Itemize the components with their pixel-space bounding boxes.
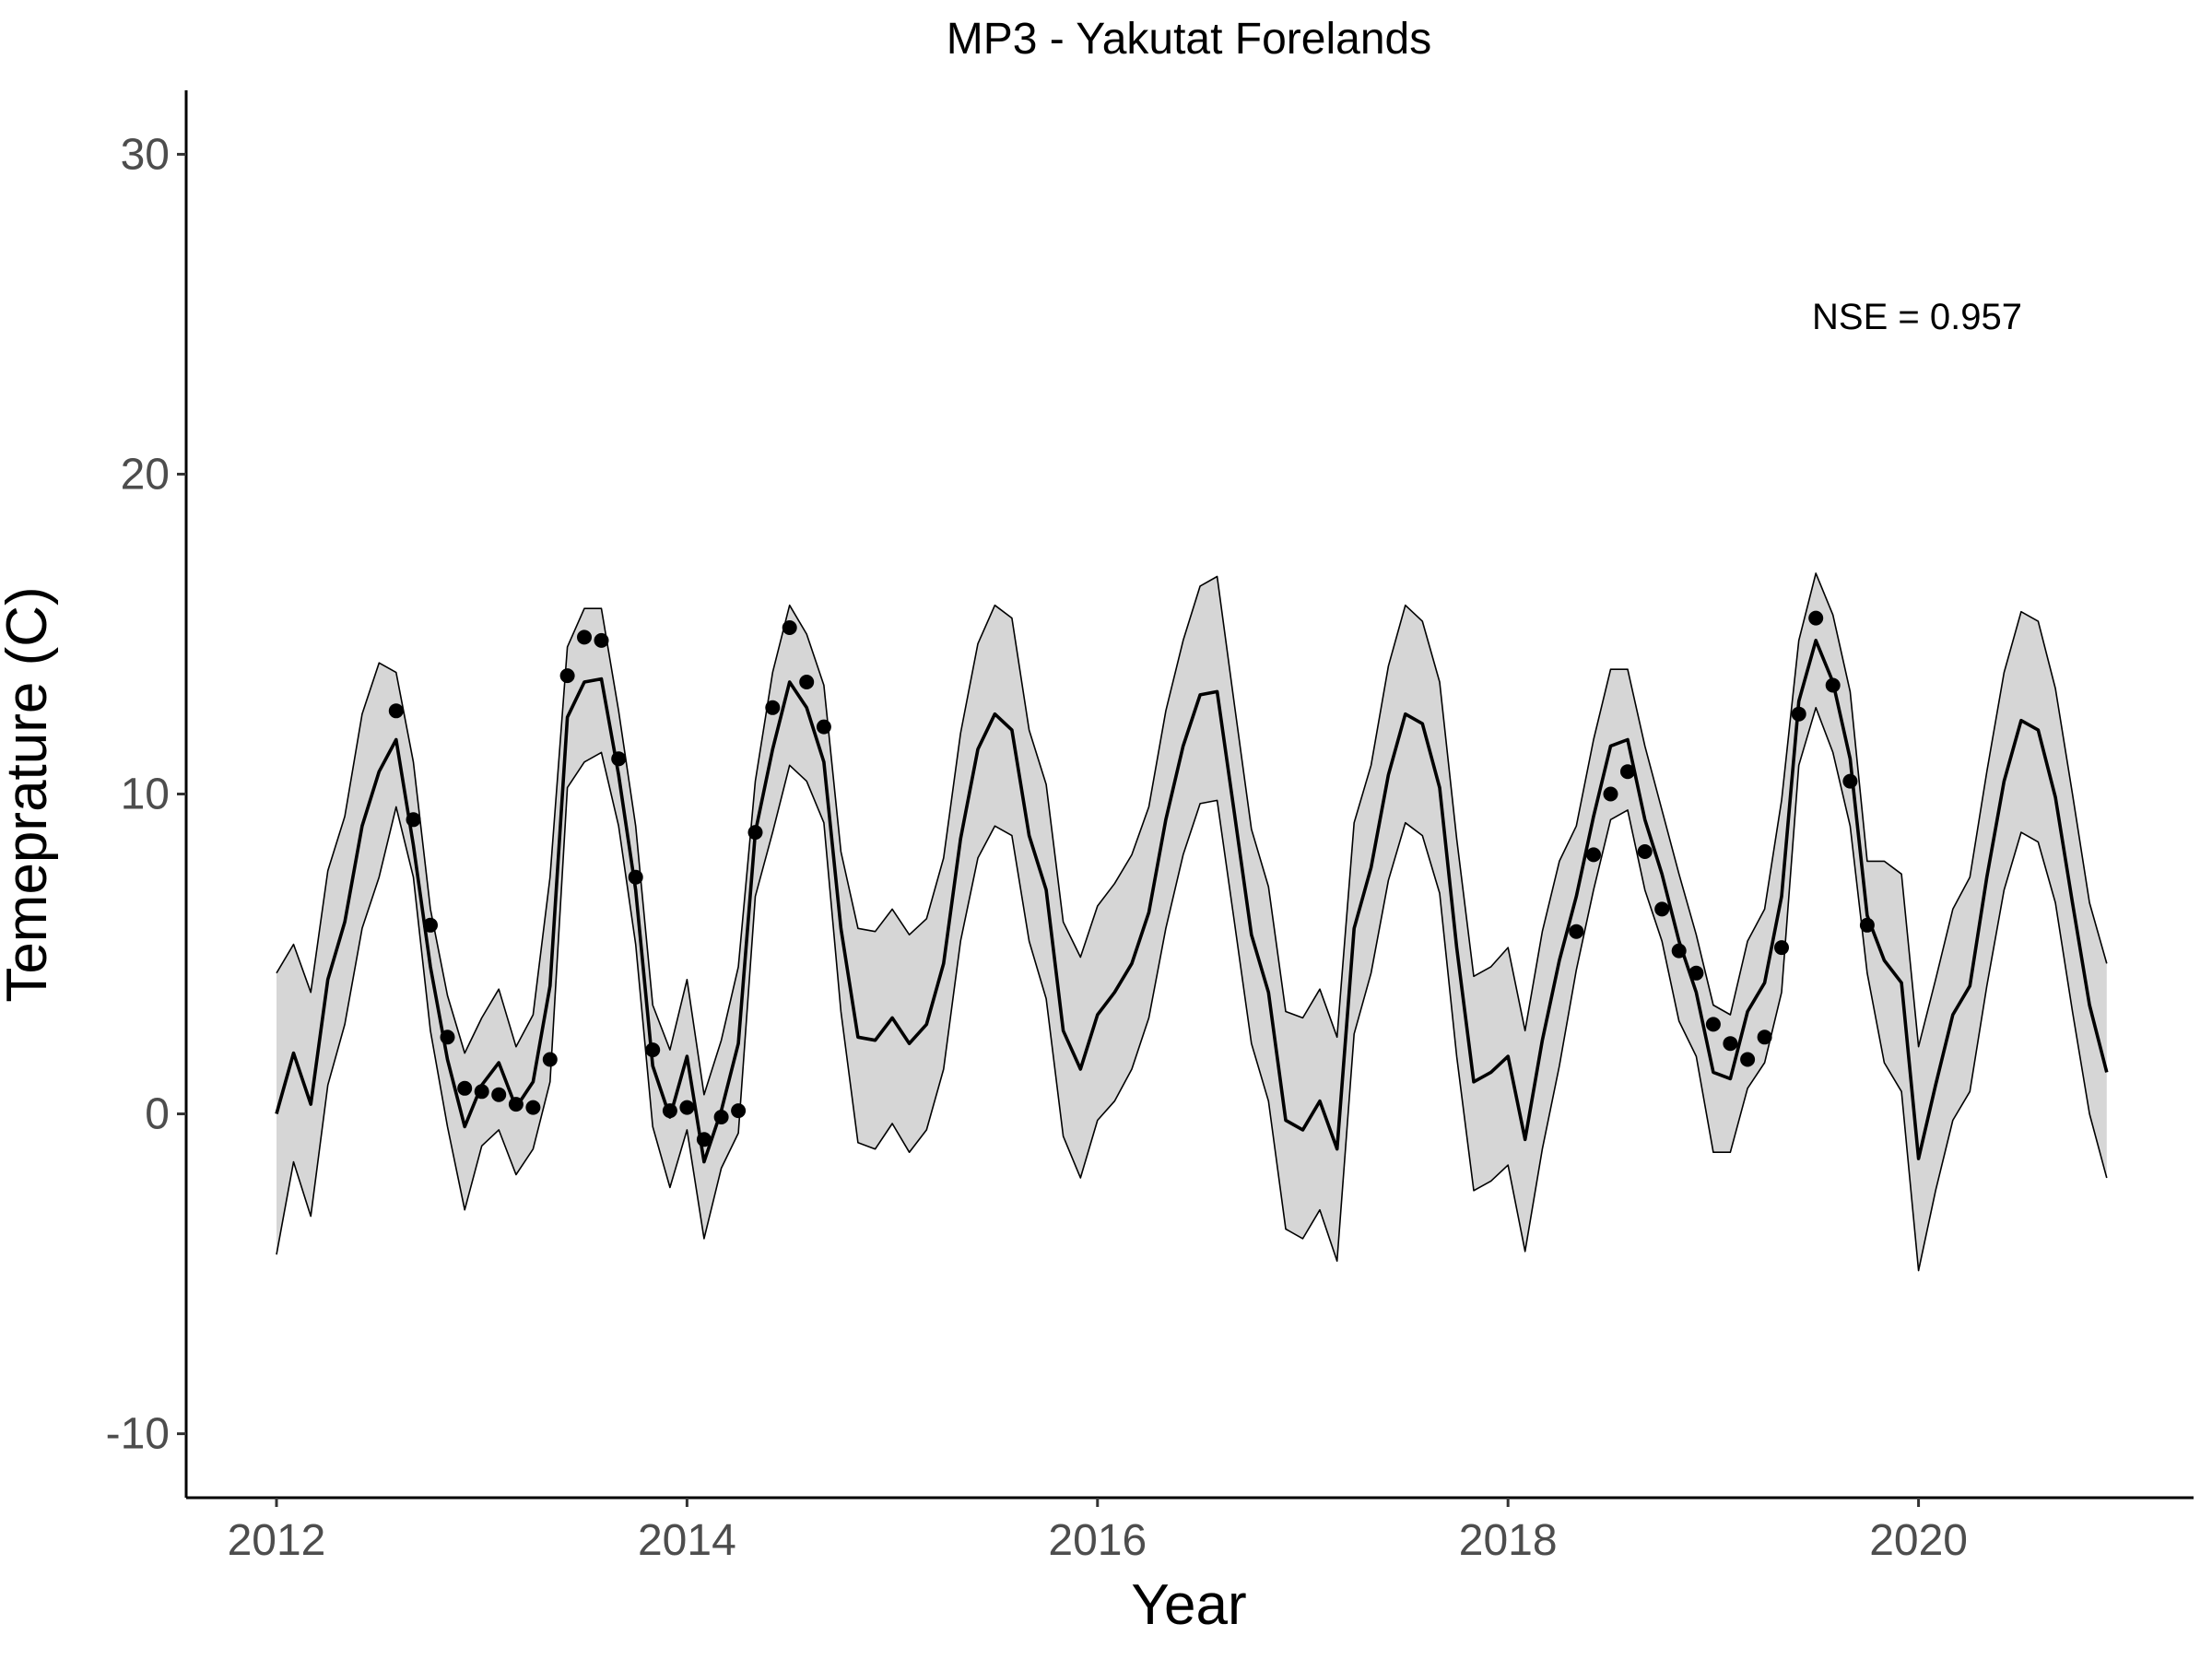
x-tick-label: 2012 xyxy=(228,1516,326,1565)
model-line xyxy=(275,639,2109,1164)
x-tick-label: 2020 xyxy=(1869,1516,1968,1565)
observed-point xyxy=(1842,773,1858,789)
observed-point xyxy=(508,1097,524,1112)
observed-point xyxy=(1740,1052,1756,1067)
observed-point xyxy=(1757,1030,1772,1045)
observed-point xyxy=(731,1103,747,1119)
observed-point xyxy=(765,700,781,715)
y-tick-label: 10 xyxy=(121,771,170,819)
observed-point xyxy=(628,869,643,885)
observed-point xyxy=(1791,706,1806,722)
uncertainty-band xyxy=(276,573,2107,1271)
observed-point xyxy=(799,675,815,689)
observed-point xyxy=(474,1084,489,1100)
observed-point xyxy=(1620,764,1635,780)
observed-point xyxy=(816,719,831,735)
observed-point xyxy=(542,1052,558,1067)
x-axis-title: Year xyxy=(1131,1573,1246,1637)
observed-point xyxy=(1586,847,1601,863)
observed-point xyxy=(1654,901,1670,917)
plot-area xyxy=(275,572,2109,1272)
observed-point xyxy=(525,1100,541,1115)
observed-point xyxy=(559,668,575,684)
y-tick-label: -10 xyxy=(106,1410,170,1459)
observed-point xyxy=(611,751,627,767)
observed-point xyxy=(1859,917,1875,933)
observed-point xyxy=(1774,940,1789,956)
y-tick-label: 30 xyxy=(121,130,170,179)
observed-point xyxy=(594,632,609,648)
observed-point xyxy=(1705,1017,1721,1032)
x-tick-label: 2014 xyxy=(638,1516,736,1565)
y-axis-title: Temeprature (C) xyxy=(0,586,59,1002)
band-upper-line xyxy=(276,572,2108,1096)
observed-point xyxy=(662,1103,677,1119)
nse-annotation: NSE = 0.957 xyxy=(1812,297,2022,337)
x-tick-label: 2016 xyxy=(1048,1516,1147,1565)
observed-point xyxy=(782,620,797,635)
y-tick-label: 20 xyxy=(121,450,170,499)
observed-point xyxy=(388,703,404,719)
observed-point xyxy=(423,917,438,933)
observed-point xyxy=(457,1080,473,1096)
observed-point xyxy=(645,1042,661,1058)
observed-point xyxy=(747,825,763,841)
y-tick-label: 0 xyxy=(145,1090,170,1139)
chart-title: MP3 - Yakutat Forelands xyxy=(947,15,1431,64)
observed-point xyxy=(713,1110,729,1124)
observed-point xyxy=(696,1132,712,1147)
observed-point xyxy=(1723,1036,1738,1052)
x-axis-ticks: 2012 2014 2016 2018 2020 xyxy=(228,1498,1968,1565)
y-axis-ticks: -10 0 10 20 30 xyxy=(106,130,186,1459)
observed-point xyxy=(1637,844,1653,859)
observed-point xyxy=(1825,677,1841,693)
observed-point xyxy=(491,1087,507,1102)
observed-point xyxy=(1569,924,1584,939)
observed-point xyxy=(1671,943,1687,959)
observed-point xyxy=(406,812,421,828)
x-tick-label: 2018 xyxy=(1459,1516,1558,1565)
observed-point xyxy=(1688,965,1704,981)
band-lower-line xyxy=(276,706,2108,1272)
observed-point xyxy=(1603,786,1618,802)
observed-point xyxy=(577,629,592,645)
observed-point xyxy=(679,1100,695,1115)
observed-point xyxy=(440,1030,455,1045)
observed-point xyxy=(1808,610,1824,626)
